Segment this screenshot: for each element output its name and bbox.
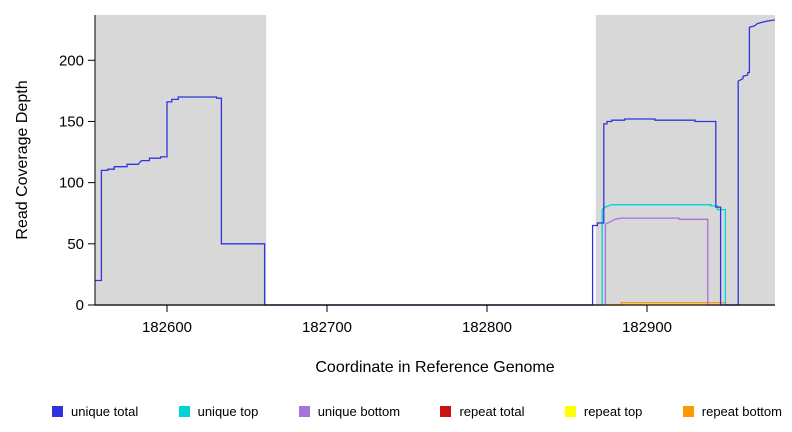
legend-label-repeat-bottom: repeat bottom (701, 403, 782, 419)
legend-item-unique-total: unique total (52, 404, 138, 419)
chart-legend: unique total unique top unique bottom repea… (0, 398, 792, 424)
legend-label-repeat-total: repeat total (459, 403, 525, 419)
legend-swatch-unique-bottom (298, 405, 310, 417)
legend-swatch-unique-top (178, 405, 190, 417)
y-tick-label: 100 (59, 175, 84, 192)
x-axis-title: Coordinate in Reference Genome (315, 359, 554, 376)
legend-swatch-repeat-total (440, 405, 452, 417)
legend-label-repeat-top: repeat top (583, 403, 643, 419)
legend-label-unique-top: unique top (197, 403, 259, 419)
chart-canvas: 182600 182700 182800 182900 0 50 100 150 200 Rea… (14, 15, 776, 376)
shaded-region (95, 15, 267, 305)
legend-item-unique-top: unique top (178, 403, 259, 419)
legend-item-repeat-bottom: repeat bottom (682, 403, 782, 419)
y-axis-title: Read Coverage Depth (14, 80, 31, 239)
legend-item-unique-bottom: unique bottom (298, 403, 401, 419)
legend-swatch-repeat-bottom (682, 405, 694, 417)
legend-item-repeat-top: repeat top (564, 403, 643, 419)
legend-swatch-unique-total (52, 405, 63, 417)
legend-swatch-repeat-top (564, 405, 576, 417)
series-line-unique-top (95, 204, 775, 306)
shaded-region (595, 15, 775, 305)
x-tick-label: 182700 (302, 319, 352, 336)
series-line-unique-bottom (95, 217, 775, 306)
y-tick-label: 200 (59, 52, 84, 69)
x-tick-label: 182600 (142, 319, 192, 336)
x-tick-label: 182900 (622, 319, 672, 336)
y-tick-label: 50 (67, 236, 84, 253)
y-tick-label: 0 (76, 297, 84, 314)
legend-item-repeat-total: repeat total (440, 403, 525, 419)
x-tick-label: 182800 (462, 319, 512, 336)
legend-label-unique-bottom: unique bottom (317, 403, 401, 419)
y-tick-label: 150 (59, 113, 84, 130)
series-line-unique-total (95, 19, 776, 306)
legend-label-unique-total: unique total (71, 403, 139, 419)
